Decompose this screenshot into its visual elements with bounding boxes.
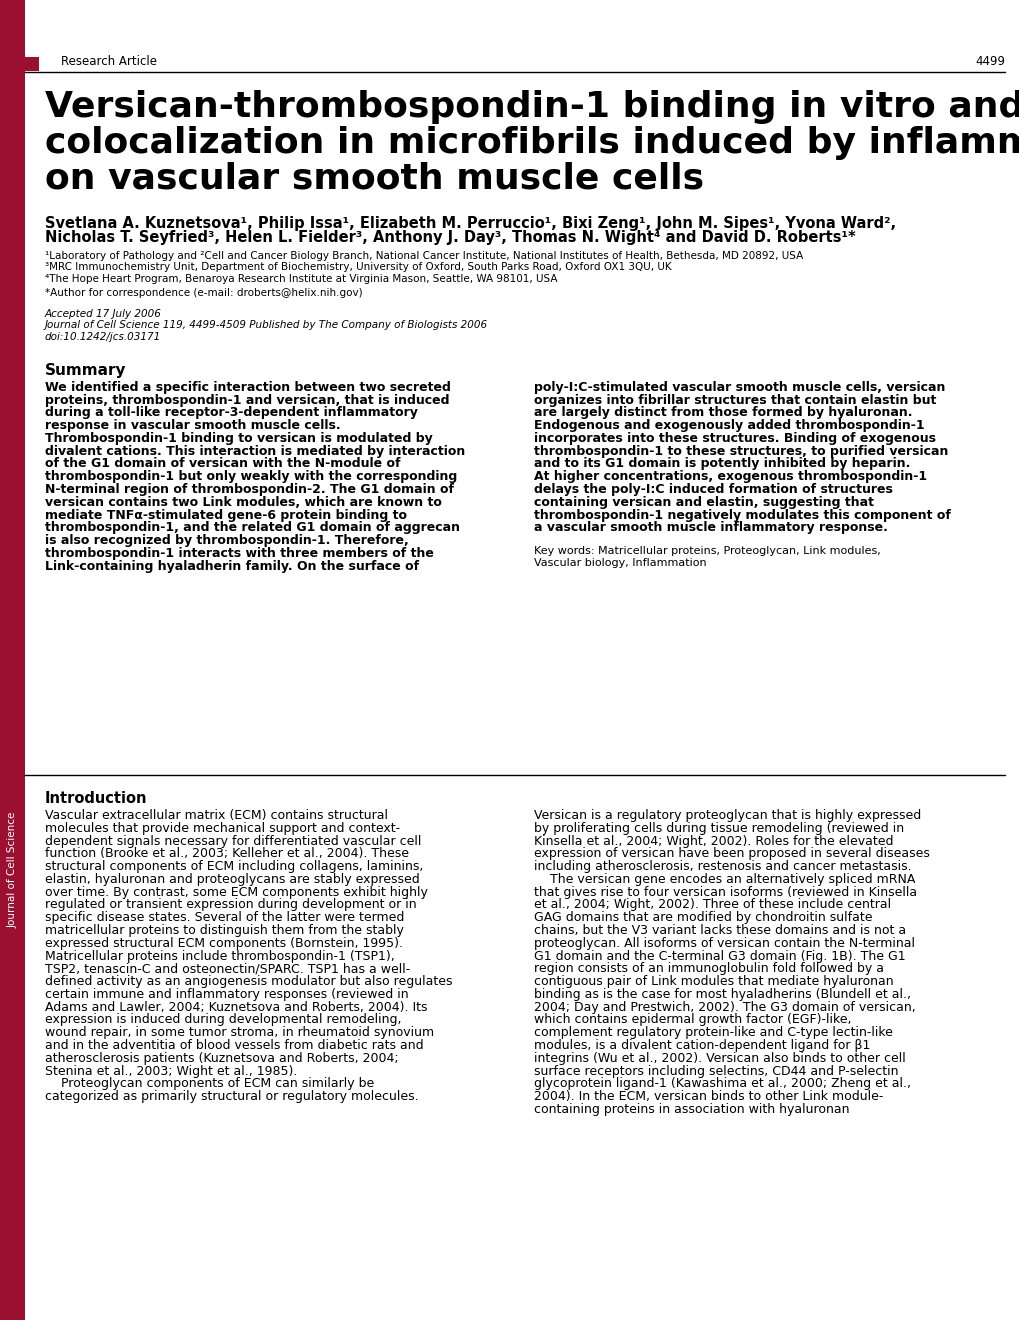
Text: thrombospondin-1 to these structures, to purified versican: thrombospondin-1 to these structures, to… <box>534 445 948 458</box>
Text: et al., 2004; Wight, 2002). Three of these include central: et al., 2004; Wight, 2002). Three of the… <box>534 899 891 911</box>
Text: dependent signals necessary for differentiated vascular cell: dependent signals necessary for differen… <box>45 834 421 847</box>
Text: structural components of ECM including collagens, laminins,: structural components of ECM including c… <box>45 861 423 873</box>
Text: categorized as primarily structural or regulatory molecules.: categorized as primarily structural or r… <box>45 1090 418 1104</box>
Text: elastin, hyaluronan and proteoglycans are stably expressed: elastin, hyaluronan and proteoglycans ar… <box>45 873 420 886</box>
Text: complement regulatory protein-like and C-type lectin-like: complement regulatory protein-like and C… <box>534 1026 892 1039</box>
Text: modules, is a divalent cation-dependent ligand for β1: modules, is a divalent cation-dependent … <box>534 1039 869 1052</box>
Text: G1 domain and the C-terminal G3 domain (Fig. 1B). The G1: G1 domain and the C-terminal G3 domain (… <box>534 949 905 962</box>
Text: binding as is the case for most hyaladherins (Blundell et al.,: binding as is the case for most hyaladhe… <box>534 987 910 1001</box>
Text: by proliferating cells during tissue remodeling (reviewed in: by proliferating cells during tissue rem… <box>534 822 903 834</box>
Text: Thrombospondin-1 binding to versican is modulated by: Thrombospondin-1 binding to versican is … <box>45 432 432 445</box>
Text: and to its G1 domain is potently inhibited by heparin.: and to its G1 domain is potently inhibit… <box>534 458 910 470</box>
Text: Endogenous and exogenously added thrombospondin-1: Endogenous and exogenously added thrombo… <box>534 420 923 432</box>
Text: Matricellular proteins include thrombospondin-1 (TSP1),: Matricellular proteins include thrombosp… <box>45 949 394 962</box>
Text: colocalization in microfibrils induced by inflammation: colocalization in microfibrils induced b… <box>45 125 1019 160</box>
Text: matricellular proteins to distinguish them from the stably: matricellular proteins to distinguish th… <box>45 924 404 937</box>
Text: glycoprotein ligand-1 (Kawashima et al., 2000; Zheng et al.,: glycoprotein ligand-1 (Kawashima et al.,… <box>534 1077 910 1090</box>
Text: organizes into fibrillar structures that contain elastin but: organizes into fibrillar structures that… <box>534 393 935 407</box>
Text: We identified a specific interaction between two secreted: We identified a specific interaction bet… <box>45 380 450 393</box>
Text: Research Article: Research Article <box>61 55 157 69</box>
Text: Journal of Cell Science 119, 4499-4509 Published by The Company of Biologists 20: Journal of Cell Science 119, 4499-4509 P… <box>45 321 488 330</box>
Text: Summary: Summary <box>45 363 126 378</box>
Text: defined activity as an angiogenesis modulator but also regulates: defined activity as an angiogenesis modu… <box>45 975 452 989</box>
Text: expression is induced during developmental remodeling,: expression is induced during development… <box>45 1014 401 1027</box>
Text: atherosclerosis patients (Kuznetsova and Roberts, 2004;: atherosclerosis patients (Kuznetsova and… <box>45 1052 398 1065</box>
Text: Svetlana A. Kuznetsova¹, Philip Issa¹, Elizabeth M. Perruccio¹, Bixi Zeng¹, John: Svetlana A. Kuznetsova¹, Philip Issa¹, E… <box>45 215 896 231</box>
Text: Adams and Lawler, 2004; Kuznetsova and Roberts, 2004). Its: Adams and Lawler, 2004; Kuznetsova and R… <box>45 1001 427 1014</box>
Text: Link-containing hyaladherin family. On the surface of: Link-containing hyaladherin family. On t… <box>45 560 419 573</box>
Text: that gives rise to four versican isoforms (reviewed in Kinsella: that gives rise to four versican isoform… <box>534 886 916 899</box>
Text: region consists of an immunoglobulin fold followed by a: region consists of an immunoglobulin fol… <box>534 962 883 975</box>
Bar <box>25 57 39 71</box>
Text: function (Brooke et al., 2003; Kelleher et al., 2004). These: function (Brooke et al., 2003; Kelleher … <box>45 847 409 861</box>
Text: delays the poly-I:C induced formation of structures: delays the poly-I:C induced formation of… <box>534 483 892 496</box>
Text: Proteoglycan components of ECM can similarly be: Proteoglycan components of ECM can simil… <box>45 1077 374 1090</box>
Text: Versican-thrombospondin-1 binding in vitro and: Versican-thrombospondin-1 binding in vit… <box>45 90 1019 124</box>
Text: molecules that provide mechanical support and context-: molecules that provide mechanical suppor… <box>45 822 399 834</box>
Text: *Author for correspondence (e-mail: droberts@helix.nih.gov): *Author for correspondence (e-mail: drob… <box>45 288 363 298</box>
Text: thrombospondin-1, and the related G1 domain of aggrecan: thrombospondin-1, and the related G1 dom… <box>45 521 460 535</box>
Text: chains, but the V3 variant lacks these domains and is not a: chains, but the V3 variant lacks these d… <box>534 924 905 937</box>
Text: containing proteins in association with hyaluronan: containing proteins in association with … <box>534 1104 849 1115</box>
Text: certain immune and inflammatory responses (reviewed in: certain immune and inflammatory response… <box>45 987 409 1001</box>
Text: wound repair, in some tumor stroma, in rheumatoid synovium: wound repair, in some tumor stroma, in r… <box>45 1026 434 1039</box>
Text: 2004). In the ECM, versican binds to other Link module-: 2004). In the ECM, versican binds to oth… <box>534 1090 882 1104</box>
Text: is also recognized by thrombospondin-1. Therefore,: is also recognized by thrombospondin-1. … <box>45 535 409 548</box>
Text: mediate TNFα-stimulated gene-6 protein binding to: mediate TNFα-stimulated gene-6 protein b… <box>45 508 407 521</box>
Text: Journal of Cell Science: Journal of Cell Science <box>7 812 17 928</box>
Text: response in vascular smooth muscle cells.: response in vascular smooth muscle cells… <box>45 420 340 432</box>
Text: thrombospondin-1 but only weakly with the corresponding: thrombospondin-1 but only weakly with th… <box>45 470 457 483</box>
Text: Accepted 17 July 2006: Accepted 17 July 2006 <box>45 309 162 319</box>
Text: proteoglycan. All isoforms of versican contain the N-terminal: proteoglycan. All isoforms of versican c… <box>534 937 914 950</box>
Text: divalent cations. This interaction is mediated by interaction: divalent cations. This interaction is me… <box>45 445 465 458</box>
Text: ⁴The Hope Heart Program, Benaroya Research Institute at Virginia Mason, Seattle,: ⁴The Hope Heart Program, Benaroya Resear… <box>45 273 557 284</box>
Text: Vascular extracellular matrix (ECM) contains structural: Vascular extracellular matrix (ECM) cont… <box>45 809 387 822</box>
Text: versican contains two Link modules, which are known to: versican contains two Link modules, whic… <box>45 496 441 508</box>
Text: 2004; Day and Prestwich, 2002). The G3 domain of versican,: 2004; Day and Prestwich, 2002). The G3 d… <box>534 1001 915 1014</box>
Text: specific disease states. Several of the latter were termed: specific disease states. Several of the … <box>45 911 404 924</box>
Text: N-terminal region of thrombospondin-2. The G1 domain of: N-terminal region of thrombospondin-2. T… <box>45 483 453 496</box>
Text: ¹Laboratory of Pathology and ²Cell and Cancer Biology Branch, National Cancer In: ¹Laboratory of Pathology and ²Cell and C… <box>45 251 803 261</box>
Text: a vascular smooth muscle inflammatory response.: a vascular smooth muscle inflammatory re… <box>534 521 887 535</box>
Text: doi:10.1242/jcs.03171: doi:10.1242/jcs.03171 <box>45 331 161 342</box>
Text: containing versican and elastin, suggesting that: containing versican and elastin, suggest… <box>534 496 873 508</box>
Text: and in the adventitia of blood vessels from diabetic rats and: and in the adventitia of blood vessels f… <box>45 1039 423 1052</box>
Text: Stenina et al., 2003; Wight et al., 1985).: Stenina et al., 2003; Wight et al., 1985… <box>45 1065 298 1077</box>
Text: regulated or transient expression during development or in: regulated or transient expression during… <box>45 899 416 911</box>
Text: integrins (Wu et al., 2002). Versican also binds to other cell: integrins (Wu et al., 2002). Versican al… <box>534 1052 905 1065</box>
Text: during a toll-like receptor-3-dependent inflammatory: during a toll-like receptor-3-dependent … <box>45 407 418 420</box>
Text: are largely distinct from those formed by hyaluronan.: are largely distinct from those formed b… <box>534 407 912 420</box>
Text: proteins, thrombospondin-1 and versican, that is induced: proteins, thrombospondin-1 and versican,… <box>45 393 449 407</box>
Text: Key words: Matricellular proteins, Proteoglycan, Link modules,: Key words: Matricellular proteins, Prote… <box>534 546 879 556</box>
Text: which contains epidermal growth factor (EGF)-like,: which contains epidermal growth factor (… <box>534 1014 851 1027</box>
Text: contiguous pair of Link modules that mediate hyaluronan: contiguous pair of Link modules that med… <box>534 975 893 989</box>
Text: GAG domains that are modified by chondroitin sulfate: GAG domains that are modified by chondro… <box>534 911 871 924</box>
Text: thrombospondin-1 negatively modulates this component of: thrombospondin-1 negatively modulates th… <box>534 508 950 521</box>
Text: 4499: 4499 <box>974 55 1004 69</box>
Text: over time. By contrast, some ECM components exhibit highly: over time. By contrast, some ECM compone… <box>45 886 427 899</box>
Text: Versican is a regulatory proteoglycan that is highly expressed: Versican is a regulatory proteoglycan th… <box>534 809 920 822</box>
Bar <box>0 0 25 1320</box>
Text: Kinsella et al., 2004; Wight, 2002). Roles for the elevated: Kinsella et al., 2004; Wight, 2002). Rol… <box>534 834 893 847</box>
Text: including atherosclerosis, restenosis and cancer metastasis.: including atherosclerosis, restenosis an… <box>534 861 911 873</box>
Text: ³MRC Immunochemistry Unit, Department of Biochemistry, University of Oxford, Sou: ³MRC Immunochemistry Unit, Department of… <box>45 263 671 272</box>
Text: Nicholas T. Seyfried³, Helen L. Fielder³, Anthony J. Day³, Thomas N. Wight⁴ and : Nicholas T. Seyfried³, Helen L. Fielder³… <box>45 230 855 246</box>
Text: thrombospondin-1 interacts with three members of the: thrombospondin-1 interacts with three me… <box>45 546 433 560</box>
Text: Introduction: Introduction <box>45 791 148 807</box>
Text: poly-I:C-stimulated vascular smooth muscle cells, versican: poly-I:C-stimulated vascular smooth musc… <box>534 380 945 393</box>
Text: TSP2, tenascin-C and osteonectin/SPARC. TSP1 has a well-: TSP2, tenascin-C and osteonectin/SPARC. … <box>45 962 410 975</box>
Text: expression of versican have been proposed in several diseases: expression of versican have been propose… <box>534 847 929 861</box>
Text: Vascular biology, Inflammation: Vascular biology, Inflammation <box>534 558 706 568</box>
Text: incorporates into these structures. Binding of exogenous: incorporates into these structures. Bind… <box>534 432 935 445</box>
Text: on vascular smooth muscle cells: on vascular smooth muscle cells <box>45 162 703 195</box>
Text: At higher concentrations, exogenous thrombospondin-1: At higher concentrations, exogenous thro… <box>534 470 926 483</box>
Text: expressed structural ECM components (Bornstein, 1995).: expressed structural ECM components (Bor… <box>45 937 403 950</box>
Text: The versican gene encodes an alternatively spliced mRNA: The versican gene encodes an alternative… <box>534 873 914 886</box>
Text: of the G1 domain of versican with the N-module of: of the G1 domain of versican with the N-… <box>45 458 400 470</box>
Text: surface receptors including selectins, CD44 and P-selectin: surface receptors including selectins, C… <box>534 1065 898 1077</box>
